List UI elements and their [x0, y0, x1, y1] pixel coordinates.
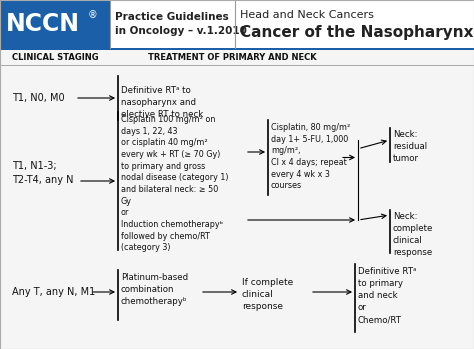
Text: Neck:
residual
tumor: Neck: residual tumor — [393, 130, 427, 163]
Bar — [110, 0, 474, 48]
Text: Cisplatin 100 mg/m² on
days 1, 22, 43
or cisplatin 40 mg/m²
every wk + RT (≥ 70 : Cisplatin 100 mg/m² on days 1, 22, 43 or… — [121, 115, 228, 252]
Text: T1, N0, M0: T1, N0, M0 — [12, 93, 64, 103]
Text: If complete
clinical
response: If complete clinical response — [242, 278, 293, 311]
Text: TREATMENT OF PRIMARY AND NECK: TREATMENT OF PRIMARY AND NECK — [148, 52, 317, 61]
Text: Practice Guidelines: Practice Guidelines — [115, 12, 229, 22]
Text: ®: ® — [88, 10, 98, 20]
Text: Any T, any N, M1: Any T, any N, M1 — [12, 287, 95, 297]
Text: Definitive RTᵃ to
nasopharynx and
elective RT to neck: Definitive RTᵃ to nasopharynx and electi… — [121, 86, 203, 119]
Text: CLINICAL STAGING: CLINICAL STAGING — [12, 52, 99, 61]
Text: Definitive RTᵃ
to primary
and neck
or
Chemo/RT: Definitive RTᵃ to primary and neck or Ch… — [358, 267, 416, 325]
Text: Platinum-based
combination
chemotherapyᵇ: Platinum-based combination chemotherapyᵇ — [121, 273, 188, 306]
Text: Head and Neck Cancers: Head and Neck Cancers — [240, 10, 374, 20]
Text: Cisplatin, 80 mg/m²
day 1+ 5-FU, 1,000
mg/m²,
CI x 4 days; repeat
every 4 wk x 3: Cisplatin, 80 mg/m² day 1+ 5-FU, 1,000 m… — [271, 123, 350, 190]
Bar — [0, 48, 474, 50]
Text: in Oncology – v.1.2010: in Oncology – v.1.2010 — [115, 26, 247, 36]
Text: Neck:
complete
clinical
response: Neck: complete clinical response — [393, 212, 433, 258]
Text: T1, N1-3;
T2-T4, any N: T1, N1-3; T2-T4, any N — [12, 161, 73, 185]
Bar — [0, 0, 110, 48]
Text: Cancer of the Nasopharynx: Cancer of the Nasopharynx — [240, 24, 474, 39]
Text: NCCN: NCCN — [6, 12, 80, 36]
